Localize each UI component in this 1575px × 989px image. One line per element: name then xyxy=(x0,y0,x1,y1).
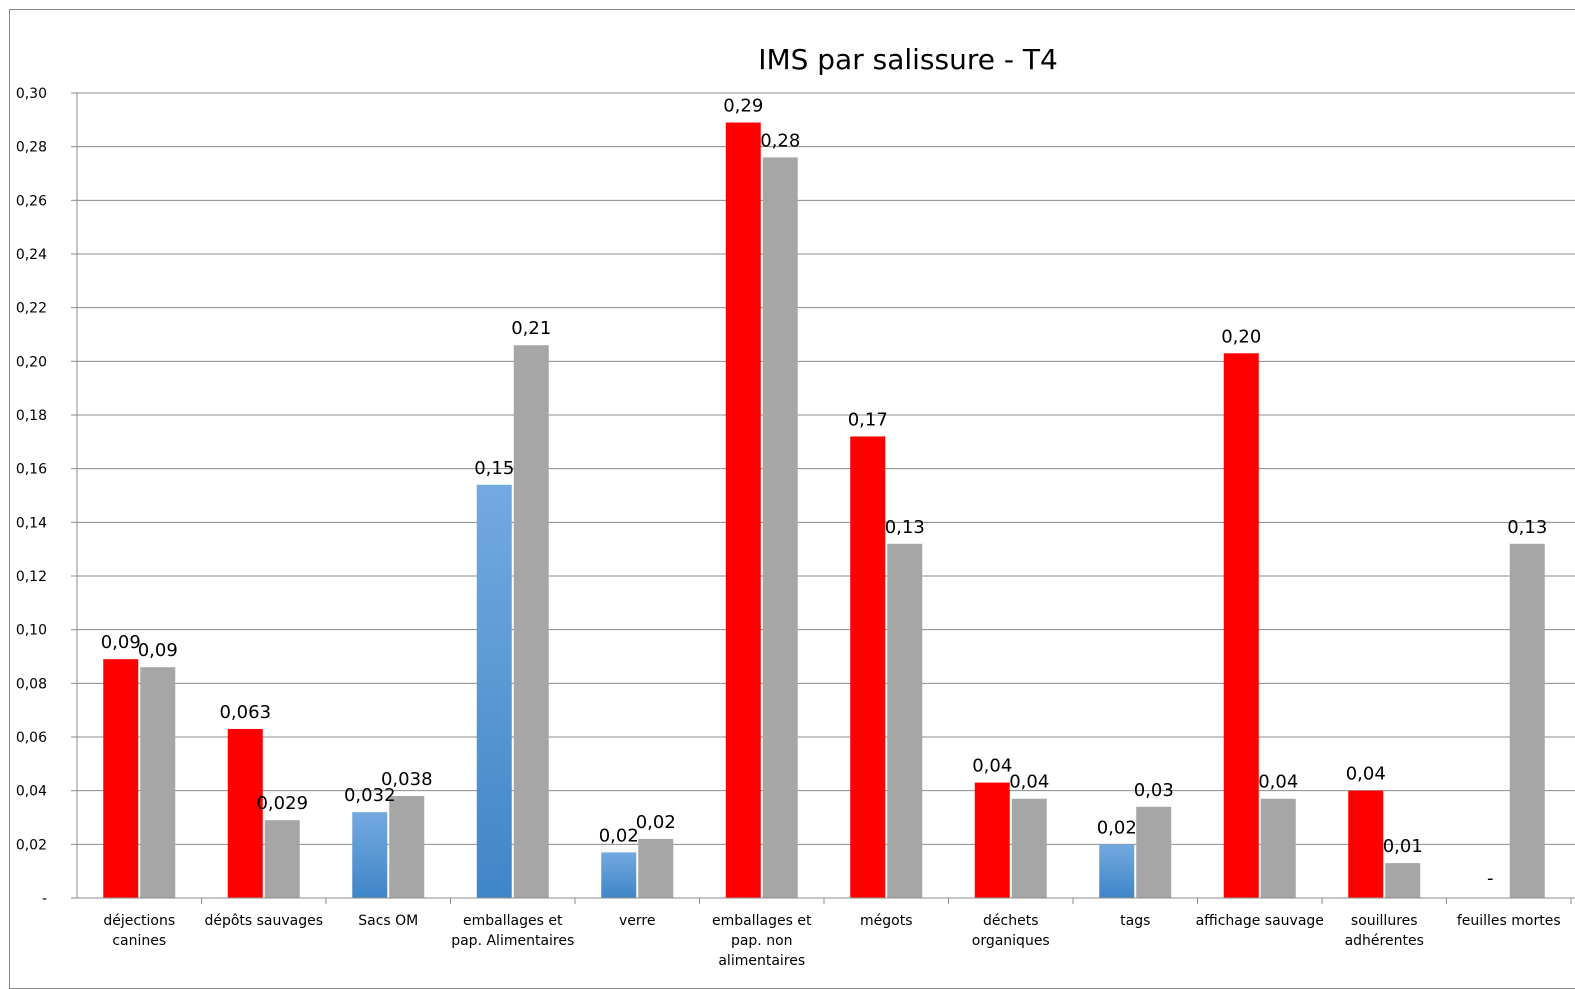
y-tick-label: 0,16 xyxy=(16,462,47,478)
bar-series-1 xyxy=(352,812,388,898)
data-label-series-2: 0,13 xyxy=(1507,517,1547,538)
data-label-series-2: 0,28 xyxy=(760,130,800,151)
bar-series-1 xyxy=(476,484,512,898)
category-label: pap. Alimentaires xyxy=(451,933,574,949)
y-tick-label: 0,06 xyxy=(16,730,47,746)
data-label-series-2: 0,21 xyxy=(511,318,551,339)
data-label-series-1: 0,15 xyxy=(474,458,514,479)
bar-series-2 xyxy=(264,820,300,898)
bar-series-2 xyxy=(513,345,549,898)
y-tick-label: 0,10 xyxy=(16,623,47,639)
data-label-series-2: 0,03 xyxy=(1134,780,1174,801)
data-label-series-1: 0,063 xyxy=(219,702,271,723)
y-tick-label: 0,14 xyxy=(16,515,47,531)
data-label-series-1: 0,04 xyxy=(1346,764,1386,785)
data-label-series-1: 0,09 xyxy=(101,632,141,653)
bar-series-2 xyxy=(1136,806,1172,898)
y-tick-label: 0,04 xyxy=(16,784,47,800)
y-tick-label: 0,02 xyxy=(16,837,47,853)
data-label-series-1: - xyxy=(1487,868,1494,889)
data-label-series-1: 0,04 xyxy=(972,756,1012,777)
x-axis: déjections canines dépôts sauvages Sacs OM e… xyxy=(76,93,1575,969)
y-tick-label: 0,18 xyxy=(16,408,47,424)
bar-series-2 xyxy=(638,838,674,898)
chart-title: IMS par salissure - T4 xyxy=(758,43,1058,76)
data-label-series-2: 0,038 xyxy=(381,769,433,790)
category-label: alimentaires xyxy=(718,953,805,969)
category-label: souillures xyxy=(1351,913,1418,929)
bar-series-1 xyxy=(725,122,761,899)
data-label-series-1: 0,20 xyxy=(1221,326,1261,347)
bar-series-2 xyxy=(1011,798,1047,898)
category-label: tags xyxy=(1120,913,1150,929)
y-tick-label: 0,26 xyxy=(16,193,47,209)
y-tick-label: 0,08 xyxy=(16,676,47,692)
gridlines xyxy=(77,92,1575,845)
bar-series-2 xyxy=(762,157,798,898)
data-label-series-1: 0,29 xyxy=(723,96,763,117)
y-tick-label: 0,12 xyxy=(16,569,47,585)
category-label: canines xyxy=(112,933,166,949)
data-label-series-2: 0,13 xyxy=(885,517,925,538)
bar-series-2 xyxy=(1385,863,1421,898)
data-label-series-1: 0,02 xyxy=(1097,817,1137,838)
category-label: affichage sauvage xyxy=(1196,913,1324,929)
bar-series-1 xyxy=(850,436,886,898)
bar-series-1 xyxy=(227,728,263,898)
y-tick-label: 0,24 xyxy=(16,247,47,263)
bar-series-1 xyxy=(103,659,139,898)
data-label-series-2: 0,029 xyxy=(256,793,308,814)
category-label: mégots xyxy=(860,913,913,929)
category-label: organiques xyxy=(972,933,1050,949)
category-label: déjections xyxy=(103,913,175,929)
bar-series-1 xyxy=(1348,790,1384,898)
category-label: verre xyxy=(619,913,655,929)
category-label: emballages et xyxy=(712,913,812,929)
bars xyxy=(103,122,1545,899)
bar-series-2 xyxy=(1509,543,1545,898)
bar-series-1 xyxy=(974,782,1010,898)
category-label: feuilles mortes xyxy=(1457,913,1561,929)
bar-series-2 xyxy=(1260,798,1296,898)
category-label: déchets xyxy=(983,913,1038,929)
y-tick-label: 0,28 xyxy=(16,140,47,156)
data-label-series-2: 0,04 xyxy=(1009,772,1049,793)
data-label-series-1: 0,17 xyxy=(848,409,888,430)
bar-series-1 xyxy=(1223,353,1259,898)
data-label-series-1: 0,02 xyxy=(599,825,639,846)
y-tick-label: 0,22 xyxy=(16,301,47,317)
data-label-series-2: 0,01 xyxy=(1383,836,1423,857)
y-tick-label: - xyxy=(42,891,47,907)
data-label-series-2: 0,09 xyxy=(138,640,178,661)
category-label: Sacs OM xyxy=(358,913,418,929)
bar-series-1 xyxy=(1099,844,1135,898)
bar-series-2 xyxy=(887,543,923,898)
y-axis-ticks: - 0,02 0,04 0,06 0,08 0,10 0,12 0,14 0,16 0,18 0,2… xyxy=(16,86,77,907)
category-label: dépôts sauvages xyxy=(204,913,323,929)
y-tick-label: 0,30 xyxy=(16,86,47,102)
category-label: pap. non xyxy=(731,933,793,949)
bar-series-2 xyxy=(389,796,425,898)
bar-series-1 xyxy=(601,852,637,898)
category-label: adhérentes xyxy=(1345,933,1424,949)
category-label: emballages et xyxy=(463,913,563,929)
bar-series-2 xyxy=(140,667,176,898)
data-label-series-1: 0,032 xyxy=(344,785,396,806)
data-label-series-2: 0,04 xyxy=(1258,772,1298,793)
y-tick-label: 0,20 xyxy=(16,354,47,370)
data-label-series-2: 0,02 xyxy=(636,812,676,833)
